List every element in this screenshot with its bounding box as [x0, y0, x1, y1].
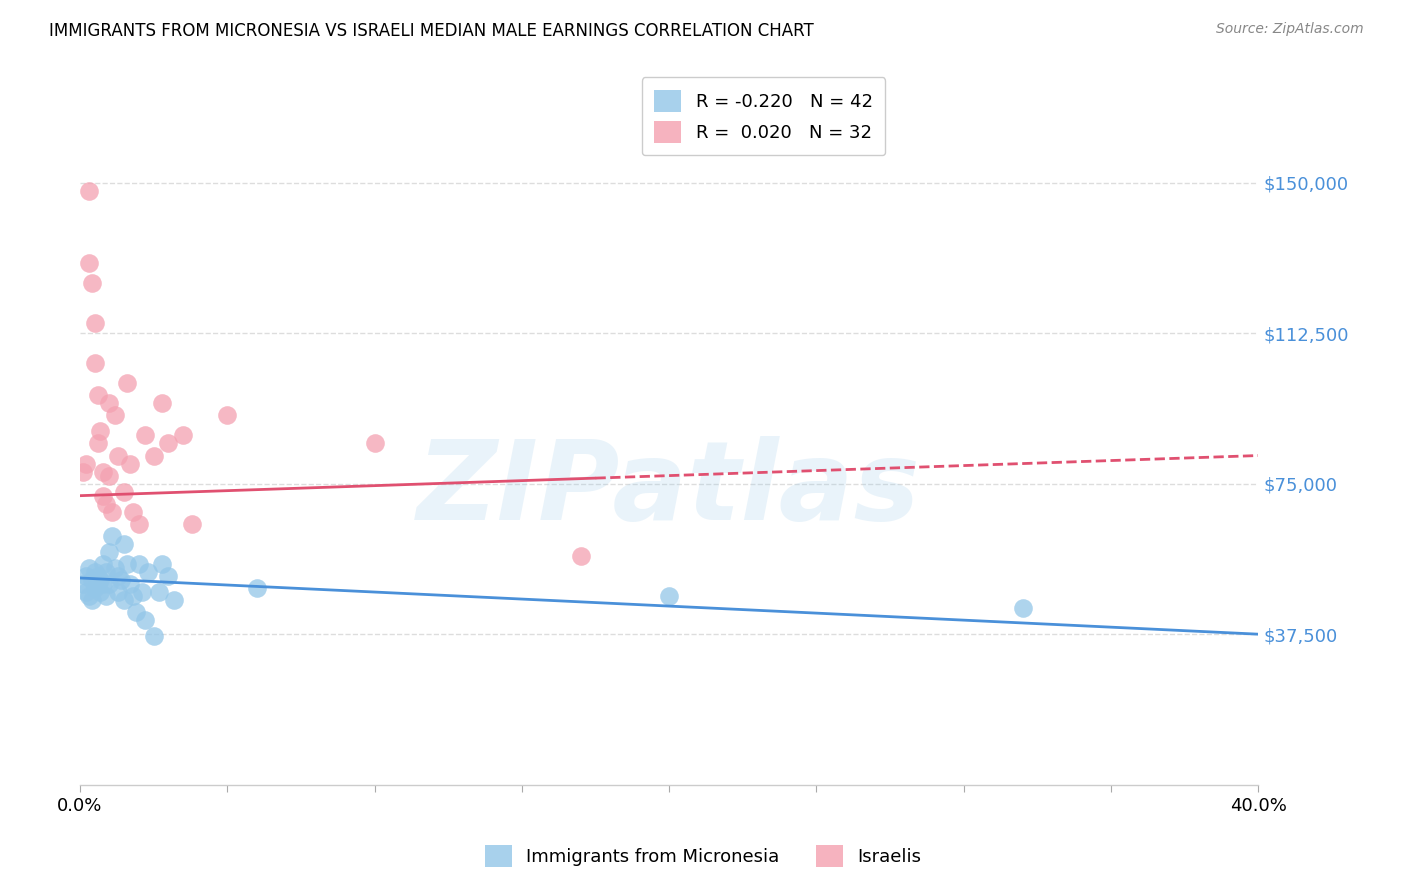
Point	[93, 465, 115, 479]
Point	[98, 396, 121, 410]
Point	[134, 613, 156, 627]
Point	[98, 545, 121, 559]
Point	[107, 449, 129, 463]
Point	[125, 605, 148, 619]
Point	[104, 409, 127, 423]
Point	[93, 489, 115, 503]
Point	[157, 569, 180, 583]
Point	[1011, 601, 1033, 615]
Point	[96, 589, 118, 603]
Point	[75, 569, 97, 583]
Point	[83, 581, 105, 595]
Point	[107, 569, 129, 583]
Point	[246, 581, 269, 595]
Text: ZIPatlas: ZIPatlas	[418, 436, 921, 543]
Point	[80, 573, 103, 587]
Point	[72, 577, 94, 591]
Point	[98, 577, 121, 591]
Point	[128, 516, 150, 531]
Point	[112, 537, 135, 551]
Legend: R = -0.220   N = 42, R =  0.020   N = 32: R = -0.220 N = 42, R = 0.020 N = 32	[641, 77, 886, 155]
Point	[150, 396, 173, 410]
Point	[110, 573, 132, 587]
Point	[148, 585, 170, 599]
Point	[77, 256, 100, 270]
Point	[80, 593, 103, 607]
Point	[83, 565, 105, 579]
Point	[72, 465, 94, 479]
Point	[128, 557, 150, 571]
Point	[86, 569, 108, 583]
Point	[157, 436, 180, 450]
Point	[89, 573, 111, 587]
Point	[96, 497, 118, 511]
Point	[217, 409, 239, 423]
Point	[89, 585, 111, 599]
Point	[77, 184, 100, 198]
Legend: Immigrants from Micronesia, Israelis: Immigrants from Micronesia, Israelis	[478, 838, 928, 874]
Point	[93, 557, 115, 571]
Point	[172, 428, 194, 442]
Point	[150, 557, 173, 571]
Point	[115, 557, 138, 571]
Point	[86, 388, 108, 402]
Point	[118, 577, 141, 591]
Point	[180, 516, 202, 531]
Point	[142, 449, 165, 463]
Point	[83, 316, 105, 330]
Point	[77, 589, 100, 603]
Text: Source: ZipAtlas.com: Source: ZipAtlas.com	[1216, 22, 1364, 37]
Point	[104, 561, 127, 575]
Point	[86, 577, 108, 591]
Point	[163, 593, 186, 607]
Point	[107, 585, 129, 599]
Point	[98, 468, 121, 483]
Point	[75, 585, 97, 599]
Point	[122, 589, 145, 603]
Point	[112, 484, 135, 499]
Point	[96, 565, 118, 579]
Point	[80, 276, 103, 290]
Point	[118, 457, 141, 471]
Point	[89, 425, 111, 439]
Point	[134, 428, 156, 442]
Point	[115, 376, 138, 391]
Point	[86, 436, 108, 450]
Text: IMMIGRANTS FROM MICRONESIA VS ISRAELI MEDIAN MALE EARNINGS CORRELATION CHART: IMMIGRANTS FROM MICRONESIA VS ISRAELI ME…	[49, 22, 814, 40]
Point	[93, 577, 115, 591]
Point	[112, 593, 135, 607]
Point	[136, 565, 159, 579]
Point	[101, 505, 124, 519]
Point	[142, 629, 165, 643]
Point	[131, 585, 153, 599]
Point	[122, 505, 145, 519]
Point	[75, 457, 97, 471]
Point	[83, 356, 105, 370]
Point	[569, 549, 592, 563]
Point	[363, 436, 385, 450]
Point	[658, 589, 681, 603]
Point	[101, 529, 124, 543]
Point	[77, 561, 100, 575]
